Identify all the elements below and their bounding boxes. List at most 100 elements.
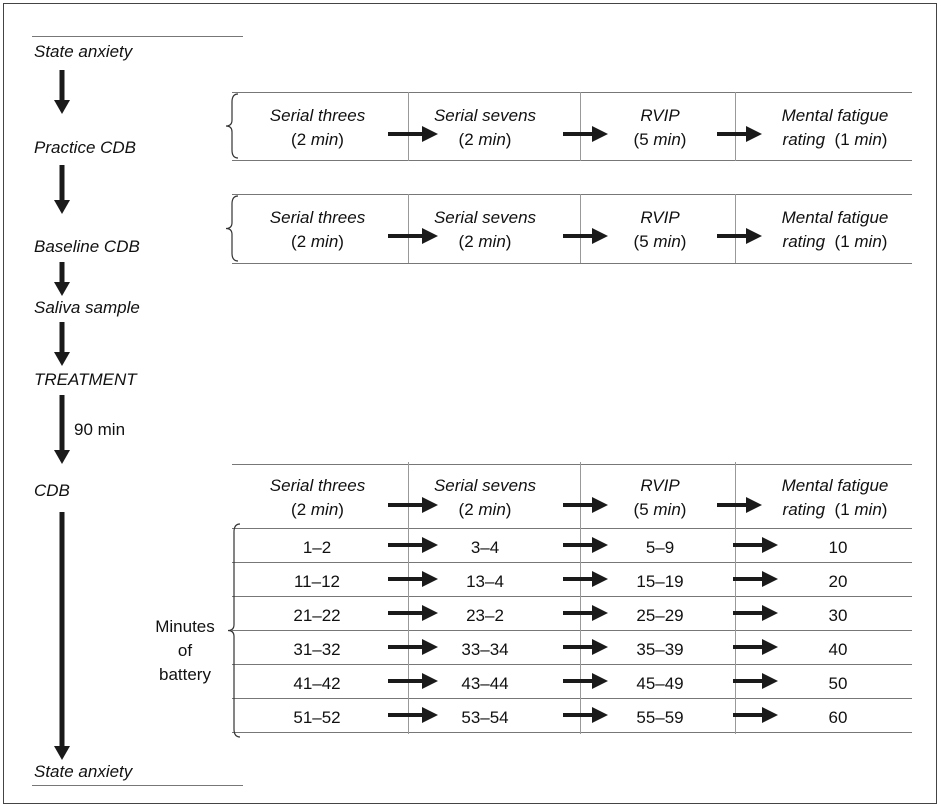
delay-label: 90 min [74,420,126,439]
cdb-task-rvip: RVIP (5 min) [615,474,705,522]
minutes-arrow-right [733,571,778,587]
task-col-divider [735,194,736,263]
minutes-cell: 43–44 [461,674,509,693]
task-duration-open: (2 [291,232,311,251]
baseline-task-mental-fatigue: Mental fatigue rating (1 min) [760,206,910,254]
stage-saliva-sample: Saliva sample [34,298,140,317]
task-duration-close: ) [680,500,687,519]
minutes-cell: 13–4 [466,572,504,591]
minutes-cell: 25–29 [636,606,684,625]
stage-treatment: TREATMENT [34,370,137,389]
stage-rule-bottom [32,785,243,786]
task-duration-open: (1 [834,500,855,519]
minutes-arrow-right [733,537,778,553]
task-arrow-right [717,126,762,142]
minutes-cell: 11–12 [293,572,340,591]
minutes-col-divider [580,462,581,734]
task-arrow-right [717,497,762,513]
task-col-divider [735,92,736,161]
task-duration-unit: min [854,500,882,519]
minutes-cell: 31–32 [293,640,341,659]
task-arrow-right [563,497,608,513]
task-name: RVIP [640,476,680,495]
task-col-divider [580,194,581,263]
task-duration-open: (2 [458,500,479,519]
minutes-cell: 3–4 [470,538,500,557]
task-duration-unit: min [854,130,882,149]
task-duration-close: ) [881,232,888,251]
minutes-arrow-right [388,707,438,723]
task-name: Mental fatigue [781,106,889,125]
task-name: Serial sevens [433,476,537,495]
task-duration-close: ) [505,232,512,251]
task-duration-close: ) [338,130,344,149]
stage-baseline-cdb: Baseline CDB [34,237,140,256]
minutes-arrow-right [388,571,438,587]
minutes-cell: 45–49 [636,674,684,693]
minutes-row-rule [232,732,912,733]
task-duration-open: (5 [633,130,654,149]
brace-baseline [225,195,239,262]
minutes-arrow-right [563,571,608,587]
minutes-arrow-right [563,605,608,621]
minutes-row-rule [232,698,912,699]
minutes-arrow-right [388,639,438,655]
task-rating: rating [782,232,826,251]
task-name: RVIP [640,208,680,227]
task-name: Mental fatigue [781,208,889,227]
battery-label-line-1: Minutes [155,617,215,636]
task-arrow-right [388,228,438,244]
task-duration-close: ) [680,232,687,251]
practice-task-mental-fatigue: Mental fatigue rating (1 min) [760,104,910,152]
minutes-row-rule [232,630,912,631]
cdb-task-mental-fatigue: Mental fatigue rating (1 min) [760,474,910,522]
task-rating: rating [782,500,826,519]
task-duration-close: ) [680,130,687,149]
stage-practice-cdb: Practice CDB [34,138,137,157]
minutes-cell: 15–19 [636,572,684,591]
task-duration-unit: min [478,232,506,251]
task-duration-open: (1 [834,130,855,149]
minutes-cell: 53–54 [461,708,509,727]
flow-arrow-down [54,262,70,296]
baseline-task-serial-threes: Serial threes (2 min) [245,206,390,254]
battery-label-line-2: of [177,641,193,660]
task-duration-open: (2 [458,232,479,251]
task-duration-unit: min [653,232,681,251]
minutes-cell: 23–2 [466,606,504,625]
minutes-col-divider [408,462,409,734]
task-duration-open: (5 [633,232,654,251]
task-name: RVIP [640,106,680,125]
baseline-rule-bottom [232,263,912,264]
minutes-cell: 35–39 [636,640,684,659]
practice-rule-bottom [232,160,912,161]
task-duration-close: ) [338,500,344,519]
baseline-rule-top [232,194,912,195]
task-name: Serial threes [269,208,366,227]
minutes-arrow-right [388,673,438,689]
task-duration-open: (5 [633,500,654,519]
minutes-cell: 40 [828,640,848,659]
task-duration-open: (2 [291,130,311,149]
minutes-arrow-right [733,605,778,621]
baseline-task-rvip: RVIP (5 min) [615,206,705,254]
baseline-task-serial-sevens: Serial sevens (2 min) [410,206,560,254]
minutes-cell: 33–34 [461,640,509,659]
minutes-cell: 30 [828,606,848,625]
minutes-row-rule [232,596,912,597]
minutes-arrow-right [733,639,778,655]
task-duration-close: ) [881,500,888,519]
task-col-divider [408,194,409,263]
minutes-row-rule [232,562,912,563]
task-duration-close: ) [505,500,512,519]
minutes-cell: 41–42 [293,674,341,693]
practice-rule-top [232,92,912,93]
minutes-cell: 51–52 [293,708,341,727]
task-arrow-right [563,228,608,244]
task-duration-open: (2 [458,130,479,149]
task-name: Mental fatigue [781,476,889,495]
flow-arrow-down [54,512,70,760]
task-duration-unit: min [478,130,506,149]
stage-state-anxiety-start: State anxiety [34,42,133,61]
minutes-arrow-right [388,605,438,621]
